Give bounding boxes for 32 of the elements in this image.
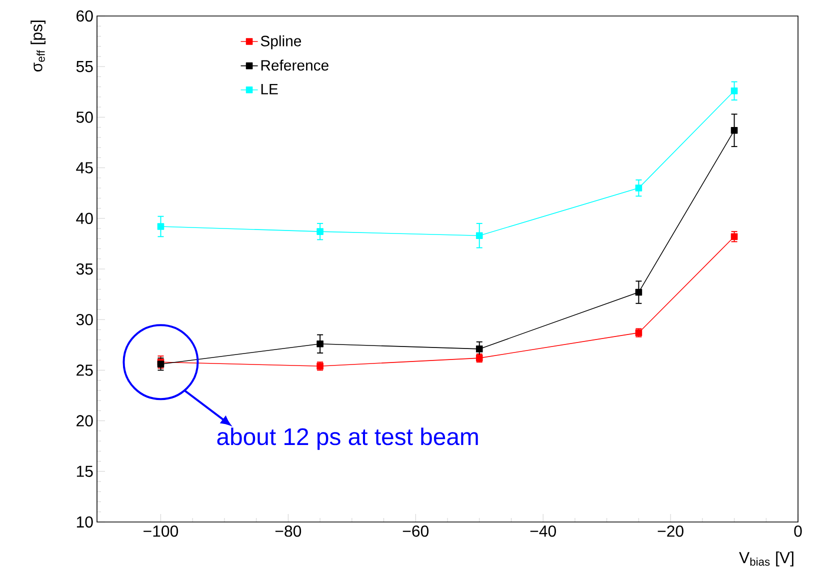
x-tick-label: −100: [144, 526, 178, 537]
y-tick-label: 25: [76, 364, 93, 376]
point: [316, 340, 324, 348]
x-tick-label: 0: [794, 526, 802, 537]
point: [476, 346, 483, 352]
x-tick-label: −80: [275, 526, 302, 537]
point: [635, 288, 642, 296]
y-tick-label: 60: [76, 10, 93, 22]
y-tick-label: 15: [76, 466, 93, 477]
y-tick-label: 55: [76, 61, 93, 72]
legend-label: LE: [261, 84, 278, 94]
y-tick-label: 50: [76, 112, 93, 123]
legend-label: Spline: [260, 35, 302, 50]
x-tick-label: −40: [530, 526, 556, 537]
y-tick-label: 35: [76, 263, 93, 275]
x-tick-label: −20: [658, 526, 684, 537]
y-tick-label: 45: [76, 162, 93, 174]
y-tick-label: 30: [76, 314, 93, 326]
point: [635, 184, 642, 192]
x-axis-title: V$_{bias}$ [V]: [739, 552, 794, 566]
y-tick-label: 40: [76, 212, 93, 224]
y-tick-label: 20: [76, 415, 93, 426]
point: [476, 232, 483, 239]
point: [730, 126, 738, 134]
x-tick-label: −60: [402, 526, 429, 537]
y-tick-label: 10: [76, 516, 93, 528]
annotation: about 12 ps at test beam: [217, 428, 478, 450]
point: [316, 228, 324, 235]
point: [730, 87, 738, 94]
y-axis-title: σ$_{eff}$ [ps]: [30, 20, 46, 72]
point: [157, 223, 164, 230]
legend-label: Reference: [261, 60, 328, 71]
